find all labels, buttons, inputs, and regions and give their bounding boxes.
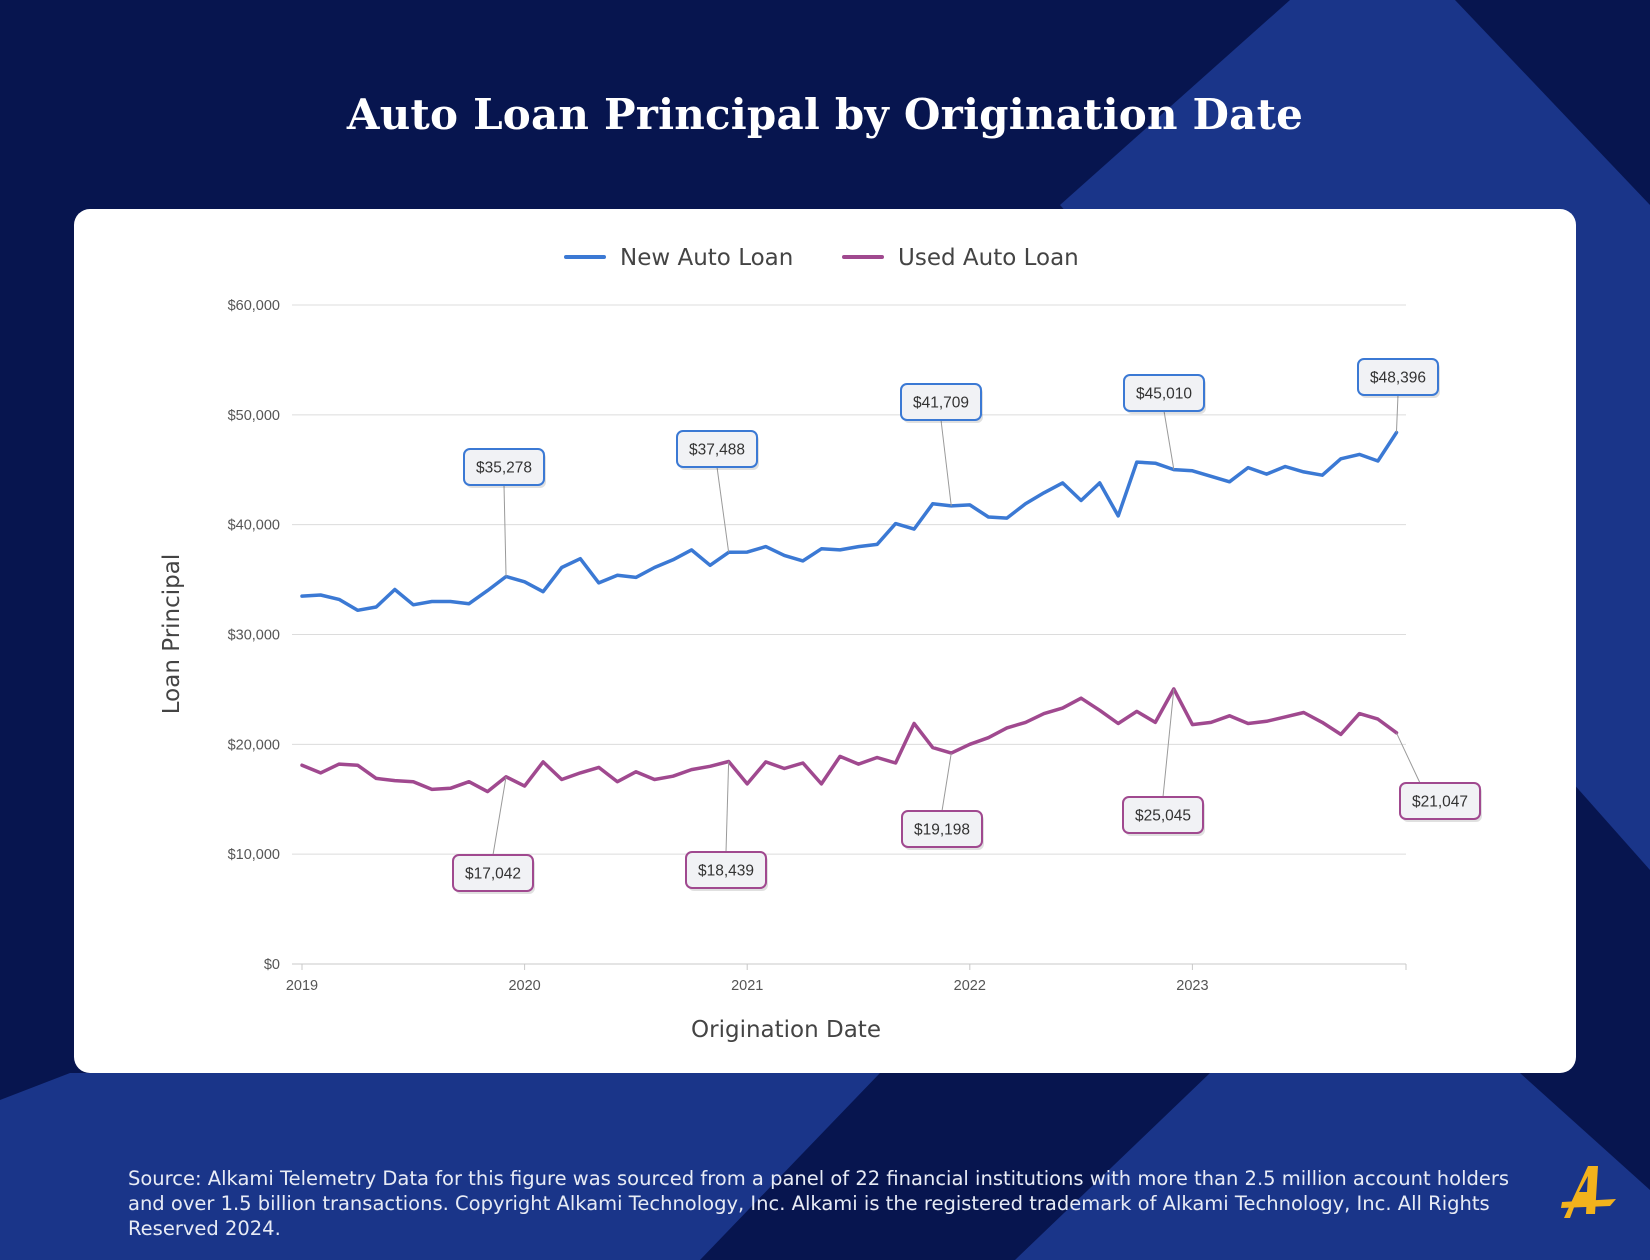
callout-leader xyxy=(1395,732,1421,784)
callout-leader xyxy=(1395,394,1399,433)
x-axis-title: Origination Date xyxy=(691,1017,881,1043)
callout-leader xyxy=(492,776,507,856)
y-tick-label: $60,000 xyxy=(228,298,280,314)
data-label: $41,709 xyxy=(913,395,969,412)
alkami-logo-icon xyxy=(1561,1166,1616,1218)
y-tick-label: $20,000 xyxy=(228,737,280,753)
callout-leader xyxy=(941,753,952,812)
callout-leader xyxy=(716,466,730,553)
legend-label-new: New Auto Loan xyxy=(620,245,793,271)
legend-label-used: Used Auto Loan xyxy=(898,245,1079,271)
callout-leader xyxy=(1162,688,1175,798)
line-chart: $0 $10,000 $20,000 $30,000 $40,000 $50,000 $60… xyxy=(159,245,1482,1043)
x-tick-label: 2023 xyxy=(1176,978,1208,994)
callout-box xyxy=(900,383,982,421)
callout-leader xyxy=(1163,410,1175,470)
callout-box xyxy=(685,851,767,889)
chart-card: $0 $10,000 $20,000 $30,000 $40,000 $50,000 $60… xyxy=(74,209,1576,1073)
data-label: $17,042 xyxy=(465,866,521,883)
series-line-used-auto-loan xyxy=(300,687,1399,794)
data-label: $35,278 xyxy=(476,460,532,477)
series-line-new-auto-loan xyxy=(300,430,1399,613)
x-tick-label: 2021 xyxy=(731,978,763,994)
y-tick-label: $50,000 xyxy=(228,408,280,424)
data-label: $37,488 xyxy=(689,442,745,459)
callout-box xyxy=(1123,374,1205,412)
chart-title: Auto Loan Principal by Origination Date xyxy=(346,90,1304,139)
callout-box xyxy=(452,854,534,892)
callout-leader xyxy=(503,484,507,577)
background-band-bottom-right xyxy=(1015,1073,1650,1260)
callout-box xyxy=(901,810,983,848)
callout-leader xyxy=(940,419,952,506)
data-label: $19,198 xyxy=(914,822,970,839)
callout-box xyxy=(463,448,545,486)
data-label: $45,010 xyxy=(1136,386,1192,403)
background-band-bottom-left xyxy=(0,1073,880,1260)
y-tick-label: $10,000 xyxy=(228,847,280,863)
data-label: $21,047 xyxy=(1412,794,1468,811)
data-label: $25,045 xyxy=(1135,808,1191,825)
x-tick-label: 2019 xyxy=(286,978,318,994)
y-tick-label: $0 xyxy=(264,957,280,973)
y-axis-title: Loan Principal xyxy=(159,554,185,714)
callout-box xyxy=(1122,796,1204,834)
data-label: $48,396 xyxy=(1370,370,1426,387)
callout-leader xyxy=(725,761,730,853)
source-note: Source: Alkami Telemetry Data for this f… xyxy=(128,1167,1510,1240)
x-tick-label: 2022 xyxy=(954,978,986,994)
callout-box xyxy=(1399,782,1481,820)
x-tick-label: 2020 xyxy=(508,978,540,994)
data-label: $18,439 xyxy=(698,863,754,880)
y-tick-label: $40,000 xyxy=(228,518,280,534)
callout-box xyxy=(1357,358,1439,396)
callout-box xyxy=(676,430,758,468)
y-tick-label: $30,000 xyxy=(228,628,280,644)
